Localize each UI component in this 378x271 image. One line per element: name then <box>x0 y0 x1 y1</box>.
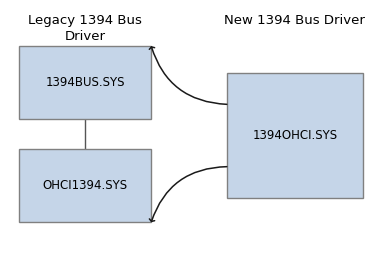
Text: OHCI1394.SYS: OHCI1394.SYS <box>42 179 128 192</box>
Text: 1394BUS.SYS: 1394BUS.SYS <box>45 76 125 89</box>
FancyBboxPatch shape <box>19 46 151 119</box>
Text: 1394OHCI.SYS: 1394OHCI.SYS <box>252 129 338 142</box>
Text: New 1394 Bus Driver: New 1394 Bus Driver <box>225 14 365 27</box>
FancyBboxPatch shape <box>227 73 363 198</box>
Text: Legacy 1394 Bus
Driver: Legacy 1394 Bus Driver <box>28 14 142 43</box>
FancyBboxPatch shape <box>19 149 151 222</box>
